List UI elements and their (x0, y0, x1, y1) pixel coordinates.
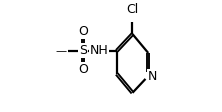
Text: O: O (78, 63, 88, 76)
Text: —: — (55, 46, 66, 56)
Text: O: O (78, 25, 88, 39)
Text: Cl: Cl (126, 3, 139, 16)
Text: S: S (79, 44, 87, 57)
Text: N: N (148, 70, 158, 83)
Text: NH: NH (89, 44, 108, 57)
